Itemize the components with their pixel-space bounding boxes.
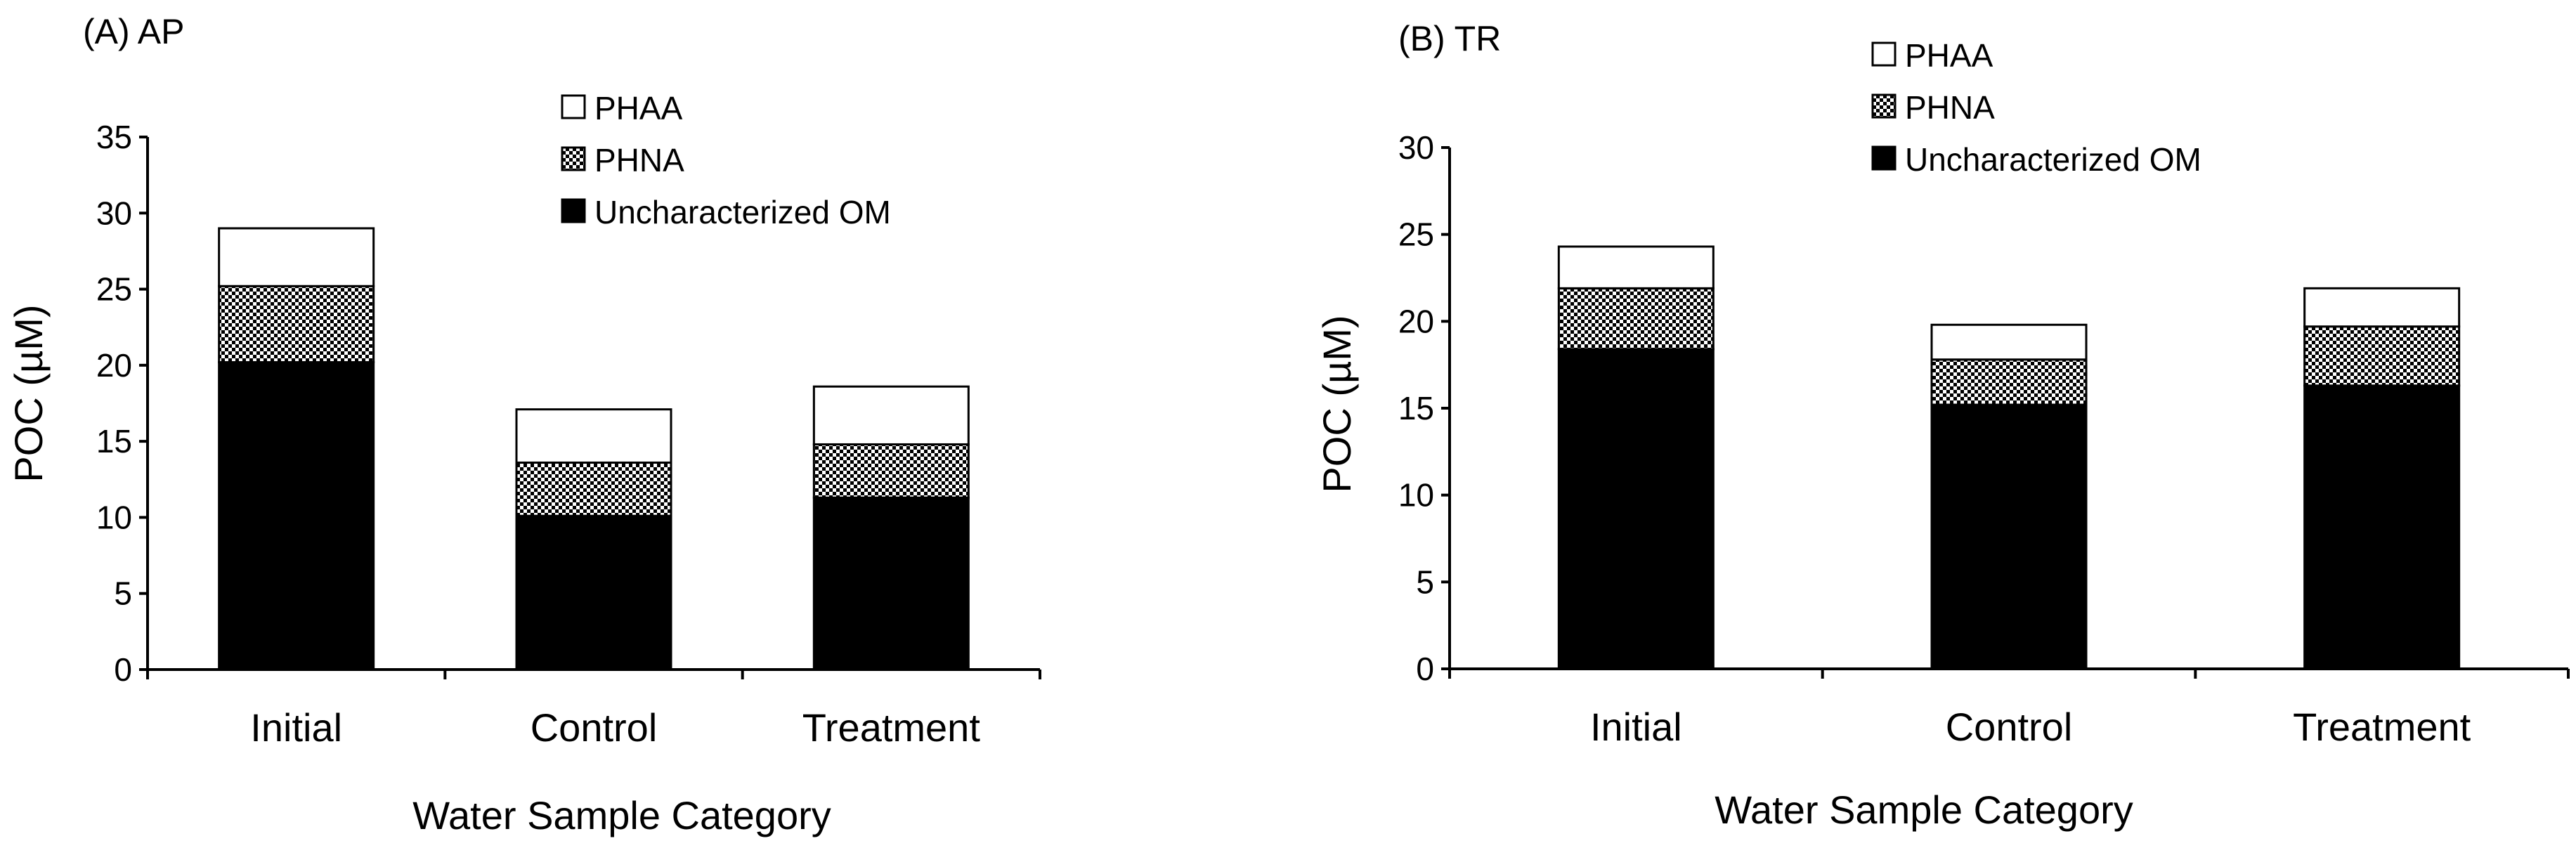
bar-segment-uncharacterized-om bbox=[812, 496, 970, 671]
bar-segment-phaa bbox=[812, 385, 970, 445]
bar-segment-uncharacterized-om bbox=[515, 514, 672, 671]
x-axis: Initial Control Treatment bbox=[146, 668, 1041, 750]
bar-segment-uncharacterized-om bbox=[1557, 348, 1715, 670]
legend: PHAA PHNA Uncharacterized OM bbox=[561, 90, 891, 230]
legend: PHAA PHNA Uncharacterized OM bbox=[1871, 37, 2201, 178]
bar-segment-phna bbox=[218, 285, 375, 364]
x-axis-title: Water Sample Category bbox=[412, 793, 831, 837]
bar-segment-phna bbox=[1930, 358, 2088, 406]
x-axis-title: Water Sample Category bbox=[1715, 788, 2133, 832]
legend-label: PHNA bbox=[594, 142, 684, 178]
x-tick-label: Control bbox=[1946, 705, 2073, 749]
y-tick-label: 5 bbox=[114, 575, 132, 612]
bar-segment-phaa bbox=[1930, 323, 2088, 361]
legend-swatch bbox=[561, 198, 586, 223]
legend-label: Uncharacterized OM bbox=[594, 194, 891, 230]
legend-label: PHAA bbox=[594, 90, 683, 126]
legend-swatch bbox=[1871, 93, 1897, 119]
y-tick-label: 0 bbox=[1416, 651, 1434, 687]
y-tick-label: 30 bbox=[1398, 129, 1434, 166]
y-tick-label: 0 bbox=[114, 651, 132, 688]
bars bbox=[1557, 245, 2461, 670]
chart-panel-ap: (A) AP POC (µM) Water Sample Category 0 5… bbox=[6, 12, 1041, 837]
y-tick-label: 15 bbox=[96, 423, 132, 459]
y-tick-label: 25 bbox=[1398, 216, 1434, 253]
bar-segment-phna bbox=[812, 443, 970, 499]
bar-segment-phaa bbox=[218, 227, 375, 287]
bar-segment-phna bbox=[2303, 325, 2461, 387]
y-axis: 0 5 10 15 20 25 30 35 bbox=[96, 119, 149, 688]
legend-swatch bbox=[561, 146, 586, 171]
y-tick-label: 15 bbox=[1398, 390, 1434, 426]
bars bbox=[218, 227, 970, 671]
legend-swatch bbox=[1871, 41, 1897, 67]
legend-label: PHNA bbox=[1905, 89, 1995, 126]
x-tick-label: Control bbox=[531, 705, 658, 750]
bar-segment-phaa bbox=[2303, 287, 2461, 328]
bar-segment-phna bbox=[1557, 287, 1715, 351]
legend-label: Uncharacterized OM bbox=[1905, 141, 2201, 178]
chart-title: (A) AP bbox=[83, 12, 184, 51]
bar-segment-phaa bbox=[1557, 245, 1715, 289]
y-tick-label: 10 bbox=[96, 499, 132, 535]
bar-segment-phaa bbox=[515, 408, 672, 464]
chart-panel-tr: (B) TR POC (µM) Water Sample Category 0 5… bbox=[1315, 19, 2570, 832]
y-tick-label: 20 bbox=[1398, 303, 1434, 339]
x-axis: Initial Control Treatment bbox=[1448, 667, 2570, 749]
y-tick-label: 25 bbox=[96, 271, 132, 308]
y-axis: 0 5 10 15 20 25 30 bbox=[1398, 129, 1451, 687]
y-tick-label: 20 bbox=[96, 347, 132, 384]
bar-segment-uncharacterized-om bbox=[2303, 384, 2461, 670]
bar-segment-uncharacterized-om bbox=[218, 361, 375, 671]
legend-swatch bbox=[561, 94, 586, 119]
x-tick-label: Initial bbox=[1590, 705, 1682, 749]
y-tick-label: 30 bbox=[96, 195, 132, 231]
bar-segment-phna bbox=[515, 461, 672, 517]
legend-swatch bbox=[1871, 145, 1897, 171]
y-axis-title: POC (µM) bbox=[6, 304, 51, 482]
x-tick-label: Treatment bbox=[2293, 705, 2471, 749]
y-axis-title: POC (µM) bbox=[1315, 315, 1359, 493]
chart-title: (B) TR bbox=[1398, 19, 1501, 58]
y-tick-label: 10 bbox=[1398, 477, 1434, 514]
x-tick-label: Initial bbox=[250, 705, 342, 750]
legend-label: PHAA bbox=[1905, 37, 1993, 74]
bar-segment-uncharacterized-om bbox=[1930, 403, 2088, 670]
x-tick-label: Treatment bbox=[802, 705, 981, 750]
y-tick-label: 5 bbox=[1416, 563, 1434, 600]
y-tick-label: 35 bbox=[96, 119, 132, 155]
